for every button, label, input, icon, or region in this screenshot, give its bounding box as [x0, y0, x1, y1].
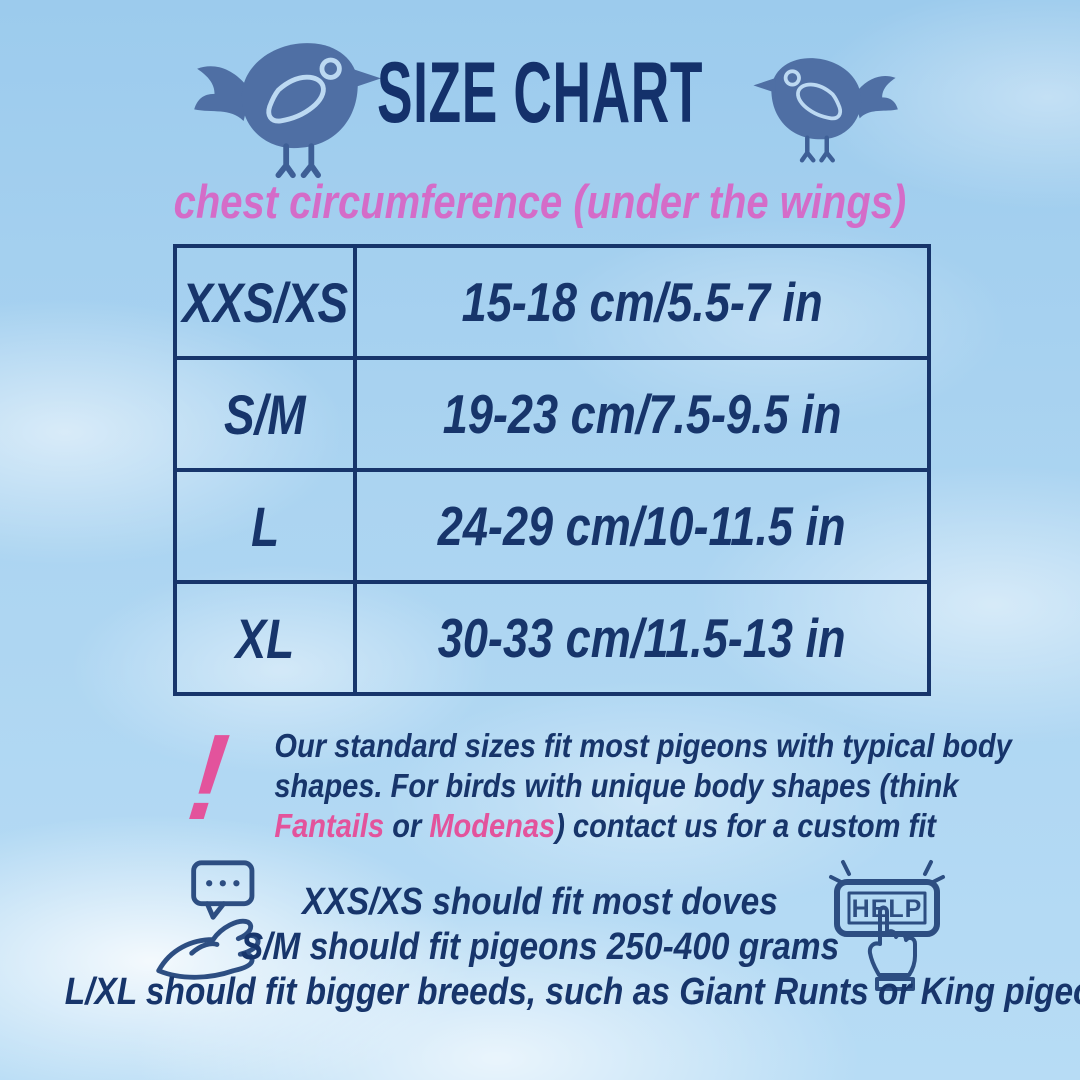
size-cell: L	[177, 472, 357, 580]
table-row: XXS/XS 15-18 cm/5.5-7 in	[177, 248, 927, 356]
modenas-text: Modenas	[429, 807, 556, 844]
note-line-3: Fantails or Modenas) contact us for a cu…	[274, 807, 936, 844]
range-cell: 15-18 cm/5.5-7 in	[461, 271, 823, 333]
table-row: XL 30-33 cm/11.5-13 in	[177, 580, 927, 692]
footer-line-1: XXS/XS should fit most doves	[302, 881, 778, 923]
note-line-2: shapes. For birds with unique body shape…	[274, 767, 959, 804]
table-row: S/M 19-23 cm/7.5-9.5 in	[177, 356, 927, 468]
subtitle: chest circumference (under the wings)	[173, 175, 907, 228]
range-cell: 30-33 cm/11.5-13 in	[438, 607, 846, 669]
footer-note: XXS/XS should fit most doves S/M should …	[0, 880, 1080, 1015]
size-cell: XXS/XS	[177, 248, 357, 356]
note-text: Our standard sizes fit most pigeons with…	[230, 726, 1012, 846]
exclamation-icon: !	[181, 709, 236, 845]
help-button-icon: HELP	[829, 860, 945, 991]
table-row: L 24-29 cm/10-11.5 in	[177, 468, 927, 580]
page-title: SIZE CHART	[376, 45, 704, 141]
size-cell: XL	[177, 584, 357, 692]
speech-bubble-hand-icon	[156, 860, 261, 980]
range-cell: 19-23 cm/7.5-9.5 in	[442, 383, 842, 445]
footer-line-3: L/XL should fit bigger breeds, such as G…	[64, 971, 1080, 1013]
fantails-text: Fantails	[274, 807, 385, 844]
note-line-1: Our standard sizes fit most pigeons with…	[274, 727, 1012, 764]
bird-icon	[742, 48, 904, 164]
size-table: XXS/XS 15-18 cm/5.5-7 in S/M 19-23 cm/7.…	[173, 244, 931, 696]
footer-line-2: S/M should fit pigeons 250-400 grams	[240, 926, 840, 968]
range-cell: 24-29 cm/10-11.5 in	[438, 495, 846, 557]
size-cell: S/M	[177, 360, 357, 468]
